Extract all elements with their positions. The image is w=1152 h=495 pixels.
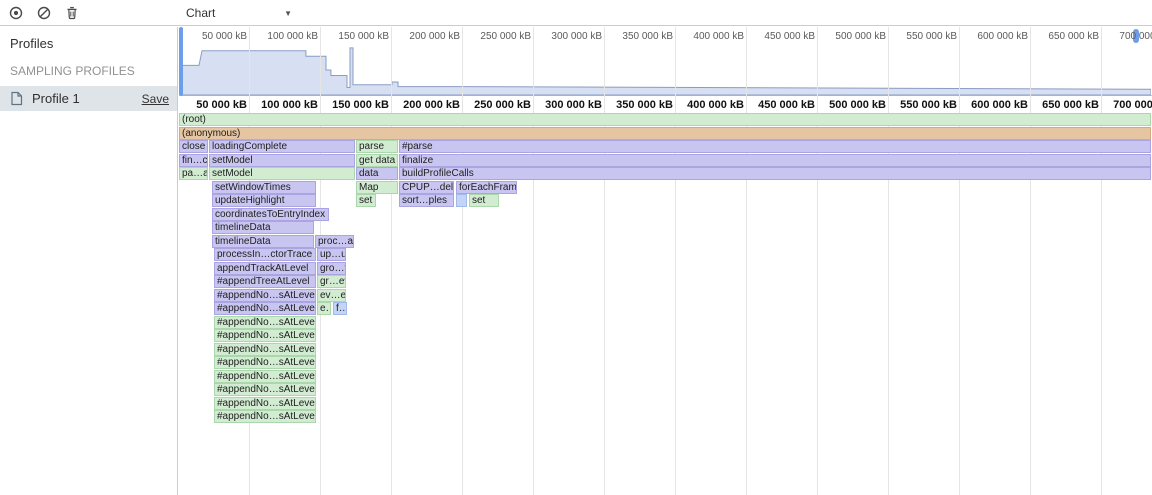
flame-frame[interactable]: setWindowTimes — [212, 180, 316, 194]
axis-tick-label: 450 000 kB — [758, 99, 815, 111]
clear-all-profiles-icon[interactable] — [36, 4, 54, 22]
profile-item[interactable]: Profile 1 Save — [0, 86, 177, 111]
flame-frame[interactable]: e… — [317, 302, 331, 315]
flame-frame[interactable]: set — [356, 194, 376, 207]
axis-tick-label: 100 000 kB — [267, 31, 318, 42]
sidebar-title: Profiles — [10, 36, 54, 51]
heap-chart-panel: 50 000 kB 100 000 kB 150 000 kB 200 000 kB 2… — [179, 27, 1152, 495]
toolbar: Chart ▼ — [0, 0, 1152, 26]
record-icon — [9, 6, 23, 20]
axis-tick-label: 200 000 kB — [409, 31, 460, 42]
flame-frame[interactable]: #appendNo…sAtLevel — [214, 342, 316, 356]
range-handle-right[interactable] — [1133, 29, 1139, 43]
flame-frame[interactable]: processIn…ctorTrace — [214, 248, 316, 261]
flame-frame[interactable] — [456, 194, 467, 207]
flame-frame[interactable]: #appendNo…sAtLevel — [214, 410, 316, 423]
chart-view-select[interactable]: Chart ▼ — [186, 4, 292, 22]
flame-chart[interactable]: (root) (anonymous) close loadingComplete par… — [179, 113, 1152, 495]
flame-frame[interactable]: (anonymous) — [179, 126, 1151, 140]
range-handle-left[interactable] — [179, 27, 183, 96]
axis-tick-label: 150 000 kB — [332, 99, 389, 111]
axis-tick-label: 400 000 kB — [693, 31, 744, 42]
flamechart-ruler: 50 000 kB 100 000 kB 150 000 kB 200 000 kB 2… — [179, 96, 1152, 113]
axis-tick-label: 150 000 kB — [338, 31, 389, 42]
axis-tick-label: 700 000 kB — [1119, 31, 1152, 42]
flame-frame[interactable]: #appendNo…sAtLevel — [214, 288, 316, 302]
axis-tick-label: 400 000 kB — [687, 99, 744, 111]
axis-tick-label: 500 000 kB — [829, 99, 886, 111]
flame-frame[interactable]: pa…at — [179, 167, 208, 180]
flame-frame[interactable]: appendTrackAtLevel — [214, 261, 316, 275]
axis-tick-label: 50 000 kB — [196, 99, 247, 111]
flame-frame[interactable]: sort…ples — [399, 194, 454, 207]
profile-name: Profile 1 — [32, 91, 80, 106]
axis-tick-label: 650 000 kB — [1042, 99, 1099, 111]
record-heap-profile-icon[interactable] — [8, 4, 26, 22]
flame-frame[interactable]: finalize — [399, 153, 1151, 167]
clear-icon — [37, 6, 51, 20]
axis-tick-label: 450 000 kB — [764, 31, 815, 42]
flame-frame[interactable]: close — [179, 140, 208, 153]
axis-tick-label: 600 000 kB — [977, 31, 1028, 42]
axis-tick-label: 650 000 kB — [1048, 31, 1099, 42]
axis-tick-label: 50 000 kB — [201, 31, 247, 42]
flame-frame[interactable]: #parse — [399, 140, 1151, 153]
flame-frame[interactable]: coordinatesToEntryIndex — [212, 207, 329, 221]
flame-frame[interactable]: #appendNo…sAtLevel — [214, 356, 316, 369]
axis-tick-label: 600 000 kB — [971, 99, 1028, 111]
flame-frame[interactable]: CPUP…del — [399, 180, 454, 194]
flame-frame[interactable]: proc…ata — [315, 234, 354, 248]
overview-area-chart — [180, 47, 1151, 96]
flame-frame[interactable]: setModel — [209, 153, 355, 167]
flame-frame[interactable]: loadingComplete — [209, 140, 355, 153]
flame-frame[interactable]: #appendNo…sAtLevel — [214, 383, 316, 396]
flame-frame[interactable]: updateHighlight — [212, 194, 316, 207]
delete-profile-icon[interactable] — [64, 4, 82, 22]
flame-frame[interactable]: f… — [333, 302, 347, 315]
flame-frame[interactable]: fin…ce — [179, 153, 208, 167]
flame-frame[interactable]: #appendNo…sAtLevel — [214, 329, 316, 342]
flame-frame[interactable]: #appendNo…sAtLevel — [214, 369, 316, 383]
axis-tick-label: 700 000 kB — [1113, 99, 1152, 111]
flame-frame[interactable]: #appendNo…sAtLevel — [214, 315, 316, 329]
axis-tick-label: 100 000 kB — [261, 99, 318, 111]
overview-ruler: 50 000 kB 100 000 kB 150 000 kB 200 000 kB 2… — [179, 27, 1152, 45]
flame-frame[interactable]: set — [469, 194, 499, 207]
flame-frame[interactable]: (root) — [179, 113, 1151, 126]
flame-frame[interactable]: setModel — [209, 167, 355, 180]
axis-tick-label: 550 000 kB — [900, 99, 957, 111]
flame-frame[interactable]: data — [356, 167, 398, 180]
axis-tick-label: 250 000 kB — [474, 99, 531, 111]
flame-frame[interactable]: forEachFrame — [456, 180, 517, 194]
flame-frame[interactable]: parse — [356, 140, 398, 153]
chart-view-select-label: Chart — [186, 6, 216, 20]
chevron-down-icon: ▼ — [284, 8, 292, 18]
profiles-sidebar: Profiles SAMPLING PROFILES Profile 1 Sav… — [0, 27, 178, 495]
flame-frame[interactable]: gro…ts — [317, 261, 346, 275]
flame-frame[interactable]: buildProfileCalls — [399, 167, 1151, 180]
flame-frame[interactable]: #appendNo…sAtLevel — [214, 302, 316, 315]
flame-frame[interactable]: timelineData — [212, 221, 314, 234]
flame-frame[interactable]: gr…ew — [317, 275, 346, 288]
flame-frame[interactable]: get data — [356, 153, 398, 167]
flame-frame[interactable]: ev…ew — [317, 288, 346, 302]
axis-tick-label: 550 000 kB — [906, 31, 957, 42]
memory-overview-chart[interactable] — [179, 27, 1152, 96]
sampling-profiles-header: SAMPLING PROFILES — [10, 64, 135, 78]
flame-frame[interactable]: up…up — [317, 248, 346, 261]
axis-tick-label: 300 000 kB — [545, 99, 602, 111]
save-profile-link[interactable]: Save — [141, 91, 169, 106]
flame-frame[interactable]: timelineData — [212, 234, 314, 248]
profile-document-icon — [10, 91, 23, 106]
axis-tick-label: 350 000 kB — [622, 31, 673, 42]
flame-frame[interactable]: #appendNo…sAtLevel — [214, 396, 316, 410]
axis-tick-label: 350 000 kB — [616, 99, 673, 111]
flame-frame[interactable]: Map — [356, 180, 398, 194]
axis-tick-label: 500 000 kB — [835, 31, 886, 42]
flame-frame[interactable]: #appendTreeAtLevel — [214, 275, 316, 288]
axis-tick-label: 200 000 kB — [403, 99, 460, 111]
axis-tick-label: 250 000 kB — [480, 31, 531, 42]
trash-icon — [67, 6, 77, 20]
axis-tick-label: 300 000 kB — [551, 31, 602, 42]
